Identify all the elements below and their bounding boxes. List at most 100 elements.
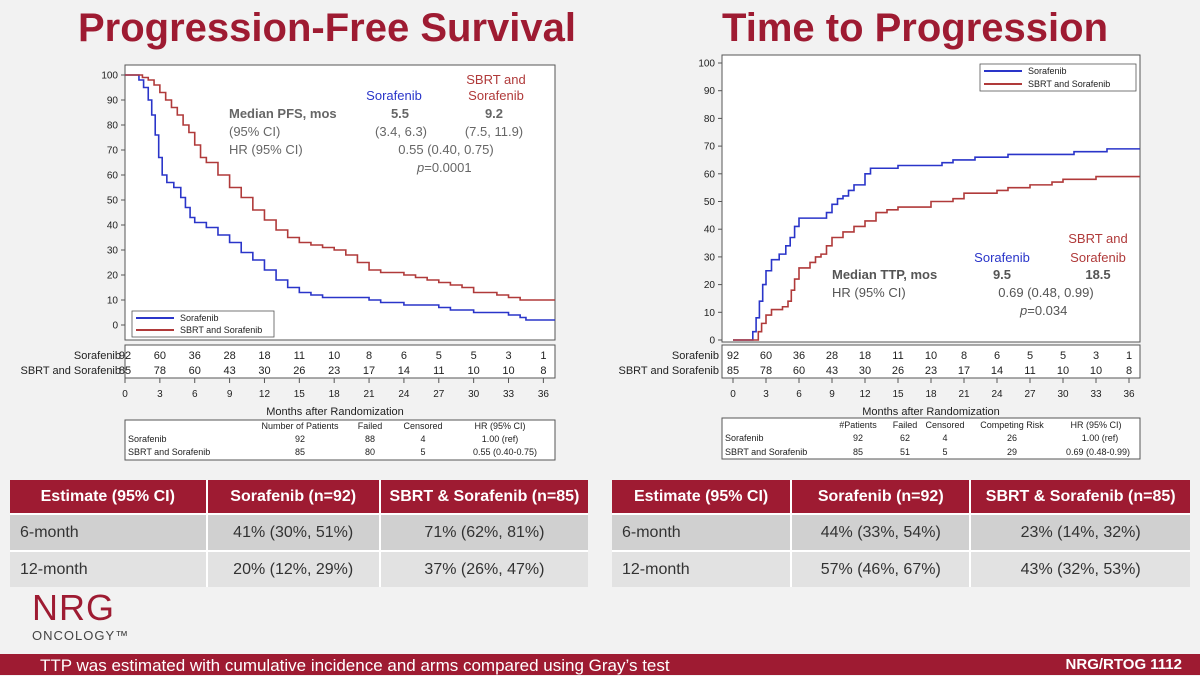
ttp-y-tick-label: 20 <box>704 280 716 291</box>
pfs-risk-count: 26 <box>293 365 305 377</box>
ttp-summary-r2-n: 85 <box>853 447 863 457</box>
ttp-summary-r2-censored: 5 <box>942 447 947 457</box>
pfs-risk-count: 43 <box>223 365 235 377</box>
ttp-y-tick-label: 10 <box>704 308 716 319</box>
ttp-x-tick-label: 33 <box>1090 389 1102 400</box>
pfs-summary-h-censored: Censored <box>403 421 442 431</box>
logo-subtitle: ONCOLOGY™ <box>32 628 130 643</box>
ttp-ann-sorafenib-header: Sorafenib <box>974 250 1030 265</box>
pfs-risk-count: 36 <box>189 350 201 362</box>
table-header-cell: Estimate (95% CI) <box>10 480 208 514</box>
ttp-risk-count: 5 <box>1060 350 1066 362</box>
ttp-y-tick-label: 30 <box>704 252 716 263</box>
pfs-x-tick-label: 33 <box>503 389 515 400</box>
ttp-risk-count: 10 <box>1090 365 1102 377</box>
ttp-risk-frame <box>721 344 1141 379</box>
table-header-cell: Estimate (95% CI) <box>612 480 793 514</box>
pfs-legend: Sorafenib SBRT and Sorafenib <box>131 310 275 338</box>
ttp-summary-r2-competing: 29 <box>1007 447 1017 457</box>
footer-trial-id: NRG/RTOG 1112 <box>1065 656 1182 673</box>
pfs-risk-count: 78 <box>154 365 166 377</box>
ttp-x-label: Months after Randomization <box>862 406 1000 418</box>
pfs-ann-sorafenib-header: Sorafenib <box>366 88 422 103</box>
ttp-risk-count: 85 <box>727 365 739 377</box>
ttp-legend-sorafenib: Sorafenib <box>1028 66 1067 76</box>
pfs-x-label: Months after Randomization <box>266 406 404 418</box>
pfs-summary-h-hr: HR (95% CI) <box>474 421 525 431</box>
pfs-risk-count: 10 <box>328 350 340 362</box>
pfs-summary: Number of Patients Failed Censored HR (9… <box>128 421 537 457</box>
ttp-x-tick-label: 12 <box>859 389 871 400</box>
ttp-x-tick-label: 24 <box>991 389 1003 400</box>
ttp-summary-h-censored: Censored <box>925 420 964 430</box>
pfs-risk-count: 6 <box>401 350 407 362</box>
ttp-risk-count: 3 <box>1093 350 1099 362</box>
ttp-risk-count: 8 <box>961 350 967 362</box>
pfs-risk-count: 3 <box>505 350 511 362</box>
pfs-summary-h-failed: Failed <box>358 421 383 431</box>
ttp-y-tick-label: 90 <box>704 86 716 97</box>
ttp-summary-h-competing: Competing Risk <box>980 420 1044 430</box>
pfs-lines <box>125 74 555 321</box>
ttp-risk-count: 10 <box>925 350 937 362</box>
table-row: 6-month 41% (30%, 51%) 71% (62%, 81%) <box>10 513 588 551</box>
pfs-ann-sbrt-header-2: Sorafenib <box>468 88 524 103</box>
pfs-axes: 0 10 20 30 40 50 60 70 80 90 100 <box>101 71 125 332</box>
ttp-risk-count: 26 <box>892 365 904 377</box>
pfs-x-tick-label: 9 <box>227 389 233 400</box>
ttp-ann-hr-label: HR (95% CI) <box>832 285 906 300</box>
table-cell: 37% (26%, 47%) <box>379 550 588 587</box>
pfs-x-tick-label: 15 <box>294 389 306 400</box>
pfs-x-tick-label: 36 <box>538 389 550 400</box>
ttp-title: Time to Progression <box>722 6 1109 50</box>
pfs-risk-frame <box>124 344 556 379</box>
ttp-y-tick-label: 100 <box>698 59 715 70</box>
pfs-summary-frame <box>124 419 556 461</box>
ttp-summary-r1-censored: 4 <box>942 433 947 443</box>
ttp-ann-p-label: p <box>1019 303 1027 318</box>
table-cell: 12-month <box>10 550 208 587</box>
ttp-risk-count: 28 <box>826 350 838 362</box>
pfs-summary-r1-arm: Sorafenib <box>128 434 167 444</box>
pfs-risk-count: 92 <box>119 350 131 362</box>
table-cell: 20% (12%, 29%) <box>206 550 381 587</box>
pfs-x-axis: 0 3 6 9 12 15 18 21 24 27 30 33 36 <box>122 378 549 400</box>
ttp-ann-sbrt-header-1: SBRT and <box>1068 231 1128 246</box>
ttp-x-tick-label: 15 <box>892 389 904 400</box>
ttp-estimate-table: Estimate (95% CI) Sorafenib (n=92) SBRT … <box>612 480 1190 587</box>
ttp-summary-h-patients: #Patients <box>839 420 877 430</box>
pfs-risk-count: 8 <box>366 350 372 362</box>
pfs-y-tick-label: 0 <box>112 321 118 332</box>
ttp-axes: 0 10 20 30 40 50 60 70 80 90 100 <box>698 59 722 347</box>
ttp-risk-count: 6 <box>994 350 1000 362</box>
pfs-ann-sbrt-header-1: SBRT and <box>466 72 526 87</box>
pfs-x-tick-label: 18 <box>329 389 341 400</box>
ttp-y-tick-label: 50 <box>704 197 716 208</box>
pfs-series-sorafenib <box>125 74 555 321</box>
pfs-risk-count: 10 <box>502 365 514 377</box>
table-header-cell: Sorafenib (n=92) <box>206 480 381 514</box>
ttp-x-tick-label: 18 <box>925 389 937 400</box>
pfs-legend-sbrt: SBRT and Sorafenib <box>180 325 262 335</box>
pfs-x-tick-label: 3 <box>157 389 163 400</box>
pfs-y-tick-label: 100 <box>101 71 118 82</box>
ttp-risk-count: 43 <box>826 365 838 377</box>
table-cell: 57% (46%, 67%) <box>791 550 972 587</box>
table-header-row: Estimate (95% CI) Sorafenib (n=92) SBRT … <box>612 480 1190 514</box>
ttp-summary: #Patients Failed Censored Competing Risk… <box>725 420 1130 457</box>
pfs-ann-median-label: Median PFS, mos <box>229 106 337 121</box>
pfs-x-tick-label: 21 <box>363 389 375 400</box>
ttp-ann-p-value: =0.034 <box>1027 303 1067 318</box>
logo-wordmark: NRG <box>32 587 115 628</box>
ttp-risk-count: 60 <box>793 365 805 377</box>
pfs-legend-sorafenib: Sorafenib <box>180 313 219 323</box>
ttp-risk-count: 17 <box>958 365 970 377</box>
table-header-cell: Sorafenib (n=92) <box>791 480 972 514</box>
ttp-risk-label-sorafenib: Sorafenib <box>672 350 719 362</box>
pfs-ann-ci-sora: (3.4, 6.3) <box>375 124 427 139</box>
ttp-risk-count: 8 <box>1126 365 1132 377</box>
pfs-annotation: Sorafenib SBRT and Sorafenib Median PFS,… <box>229 72 526 175</box>
pfs-risk-count: 85 <box>119 365 131 377</box>
ttp-legend: Sorafenib SBRT and Sorafenib <box>979 63 1137 92</box>
